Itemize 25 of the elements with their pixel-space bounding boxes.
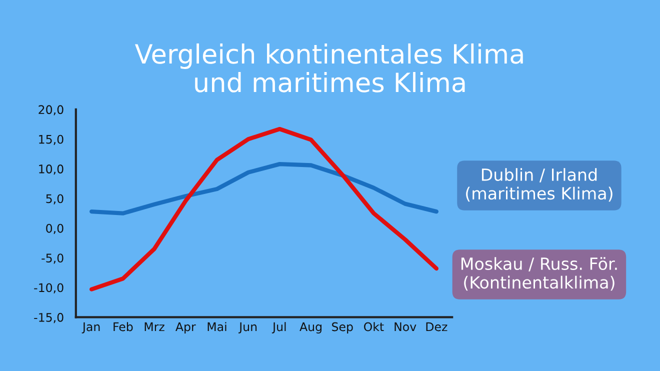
x-tick-label: Mai [208,322,226,332]
x-tick-label: Nov [394,322,416,332]
y-tick-label: -15,0 [34,312,64,324]
x-tick-label: Aug [300,322,322,334]
y-tick-label: 0,0 [46,224,64,234]
y-tick-label: -10,0 [34,283,64,294]
line-series [89,126,439,292]
x-tick-label: Jan [82,322,100,334]
y-tick-label: 15,0 [39,134,64,145]
x-tick-label: Mrz [144,322,164,332]
x-tick-label: Apr [176,322,196,334]
x-tick-label: Dez [426,322,448,332]
y-tick-label: 10,0 [39,164,64,175]
series-label: Moskau / Russ. För. (Kontinentalklima) [461,257,617,291]
series-label: Dublin / Irland (maritimes Klima) [466,168,612,202]
y-tick-label: -5,0 [42,254,64,264]
y-tick-label: 5,0 [46,194,64,204]
x-tick-label: Feb [114,322,133,332]
y-tick-label: 20,0 [38,105,64,116]
chart-title: Vergleich kontinentales Klima und maritimes Klima [134,43,523,92]
x-tick-label: Jun [238,322,257,334]
x-tick-label: Sep [332,322,353,334]
line-series [89,162,439,216]
x-tick-label: Jul [272,322,286,334]
x-tick-label: Okt [364,322,384,332]
